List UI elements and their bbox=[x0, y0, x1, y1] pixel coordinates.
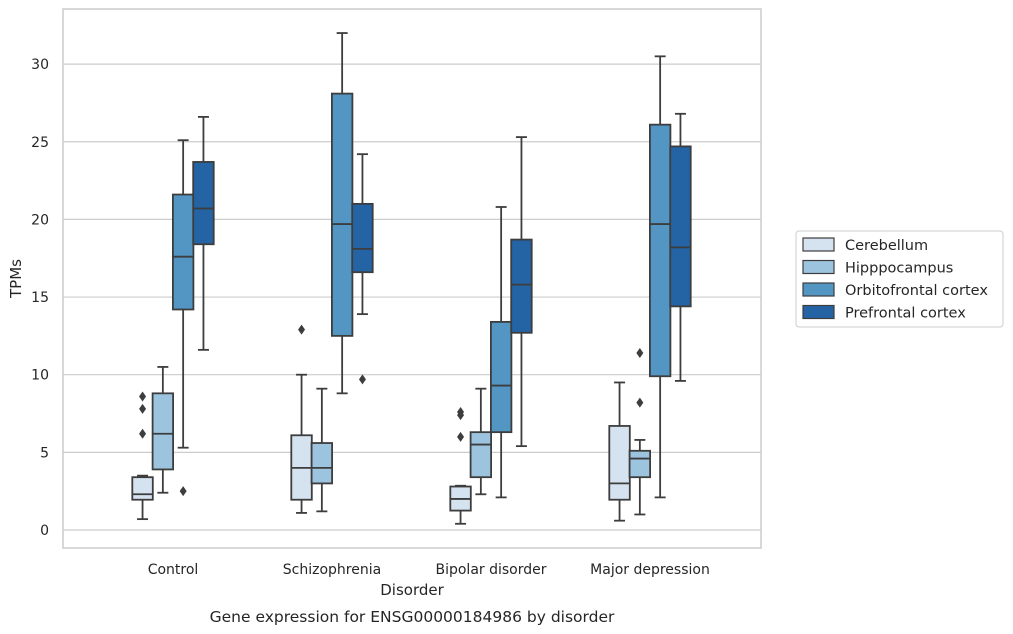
legend-item-cerebellum: Cerebellum bbox=[802, 237, 928, 254]
legend-swatch bbox=[802, 304, 835, 320]
x-axis-label: Disorder bbox=[380, 581, 444, 599]
x-tick-label-control: Control bbox=[148, 562, 199, 578]
y-tick-label-0: 0 bbox=[40, 523, 49, 539]
box-orbitofrontal-cortex-1 bbox=[330, 32, 354, 395]
box-cerebellum-3 bbox=[608, 381, 631, 522]
box-body bbox=[510, 238, 533, 334]
legend-label: Hipppocampus bbox=[845, 261, 953, 277]
box-cerebellum-1 bbox=[290, 324, 313, 514]
legend-swatch bbox=[802, 237, 835, 252]
legend-items: Cerebellum Hipppocampus Orbitofrontal cort… bbox=[802, 237, 988, 322]
box-orbitofrontal-cortex-3 bbox=[649, 55, 672, 499]
y-axis-label: TPMs bbox=[7, 259, 25, 299]
outlier-point bbox=[636, 397, 644, 408]
box-body bbox=[469, 431, 493, 479]
legend-frame bbox=[795, 230, 1004, 328]
box-hipppocampus-2 bbox=[469, 387, 493, 496]
legend-label: Orbitofrontal cortex bbox=[845, 283, 988, 299]
legend-swatch bbox=[802, 259, 835, 275]
chart-legend: Cerebellum Hipppocampus Orbitofrontal cort… bbox=[795, 230, 1004, 328]
y-tick-label-20: 20 bbox=[31, 212, 49, 228]
outlier-point bbox=[139, 428, 147, 439]
box-cerebellum-2 bbox=[449, 406, 472, 525]
outlier-point bbox=[179, 486, 187, 497]
legend-item-hipppocampus: Hipppocampus bbox=[802, 259, 953, 277]
box-orbitofrontal-cortex-2 bbox=[489, 206, 513, 499]
box-body bbox=[489, 320, 513, 434]
box-body bbox=[628, 449, 651, 479]
y-tick-label-15: 15 bbox=[31, 290, 49, 306]
legend-label: Prefrontal cortex bbox=[845, 306, 966, 322]
box-prefrontal-cortex-3 bbox=[669, 112, 692, 382]
box-body bbox=[151, 392, 175, 471]
box-groups bbox=[131, 32, 692, 525]
y-tick-label-25: 25 bbox=[31, 135, 49, 151]
legend-swatch bbox=[802, 282, 835, 297]
outlier-point bbox=[139, 391, 147, 402]
outlier-point bbox=[358, 374, 366, 385]
y-tick-label-5: 5 bbox=[40, 445, 49, 461]
box-hipppocampus-0 bbox=[151, 366, 175, 494]
outlier-point bbox=[636, 347, 644, 358]
box-body bbox=[669, 145, 692, 308]
y-tick-label-30: 30 bbox=[31, 57, 49, 73]
box-body bbox=[310, 442, 334, 485]
box-orbitofrontal-cortex-0 bbox=[171, 139, 195, 497]
box-body bbox=[608, 425, 631, 501]
x-tick-label-major-depression: Major depression bbox=[590, 562, 710, 578]
y-tick-label-10: 10 bbox=[31, 368, 49, 384]
box-hipppocampus-3 bbox=[628, 347, 651, 516]
legend-label: Cerebellum bbox=[845, 238, 928, 254]
legend-item-prefrontal-cortex: Prefrontal cortex bbox=[802, 304, 966, 322]
box-cerebellum-0 bbox=[131, 391, 154, 521]
legend-item-orbitofrontal-cortex: Orbitofrontal cortex bbox=[802, 282, 988, 299]
chart-caption: Gene expression for ENSG00000184986 by d… bbox=[210, 608, 615, 626]
x-tick-label-schizophrenia: Schizophrenia bbox=[283, 562, 381, 578]
box-hipppocampus-1 bbox=[310, 387, 334, 513]
box-body bbox=[330, 92, 354, 337]
box-body bbox=[131, 476, 154, 501]
box-prefrontal-cortex-2 bbox=[510, 136, 533, 448]
outlier-point bbox=[457, 406, 465, 417]
box-body bbox=[649, 123, 672, 378]
box-prefrontal-cortex-0 bbox=[192, 116, 215, 351]
x-axis-ticks: Control Schizophrenia Bipolar disorder Majo… bbox=[148, 562, 710, 578]
outlier-point bbox=[457, 431, 465, 442]
x-tick-label-bipolar-disorder: Bipolar disorder bbox=[435, 562, 546, 578]
box-body bbox=[192, 161, 215, 246]
outlier-point bbox=[139, 403, 147, 414]
y-axis-ticks: 0 5 10 15 20 25 30 bbox=[31, 57, 49, 539]
plot-area-frame bbox=[62, 8, 762, 549]
outlier-point bbox=[298, 324, 306, 335]
box-body bbox=[351, 202, 374, 274]
box-body bbox=[171, 193, 195, 311]
box-prefrontal-cortex-1 bbox=[351, 153, 374, 385]
